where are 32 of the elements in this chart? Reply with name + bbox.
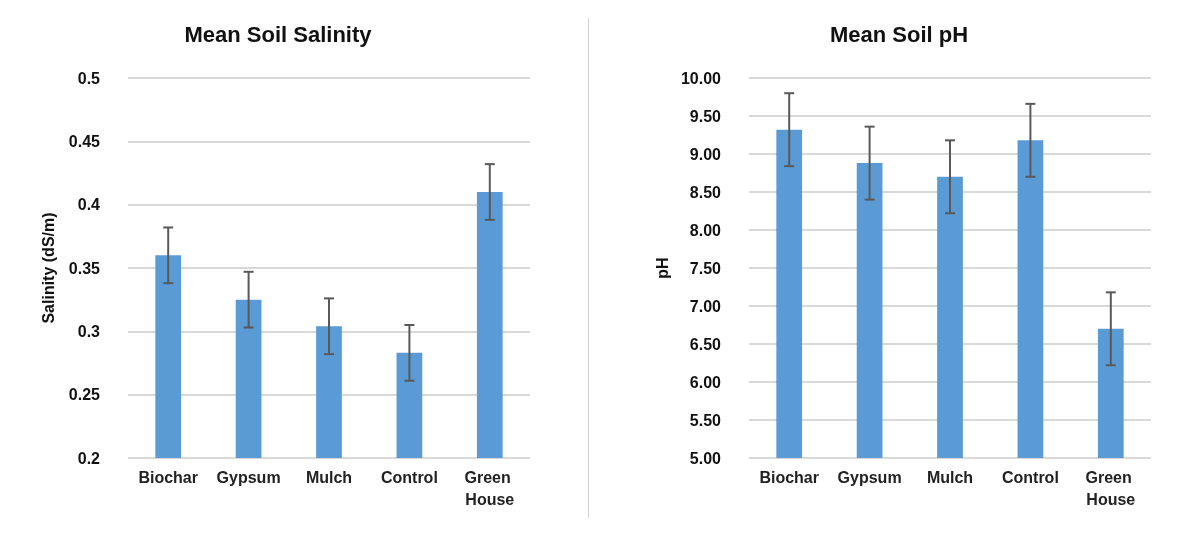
x-tick-label: Control [1001,468,1059,486]
y-axis-title: Salinity (dS/m) [39,212,57,324]
x-tick-label: Control [380,468,438,486]
y-tick-label: 8.00 [689,221,722,239]
y-tick-label: 0.25 [68,386,101,404]
x-tick-label: Green House [1085,468,1137,508]
y-tick-label: 6.50 [689,335,722,353]
y-tick-label: 9.00 [689,145,722,163]
chart-title: Mean Soil pH [829,21,969,47]
y-tick-label: 0.2 [77,449,101,467]
y-tick-label: 0.5 [77,69,101,87]
y-tick-label: 8.50 [689,183,722,201]
y-tick-label: 5.50 [689,411,722,429]
y-tick-label: 7.50 [689,259,722,277]
chart-title: Mean Soil Salinity [184,21,373,47]
y-tick-label: 7.00 [689,297,722,315]
y-tick-label: 0.3 [77,322,101,340]
y-axis-title: pH [653,257,671,279]
y-tick-label: 0.45 [68,132,101,150]
x-tick-label: Mulch [305,468,353,486]
y-tick-label: 0.4 [77,196,101,214]
x-tick-label: Green House [464,468,516,508]
y-tick-label: 5.00 [689,449,722,467]
x-tick-label: Mulch [926,468,974,486]
y-tick-label: 10.00 [680,69,722,87]
y-tick-label: 0.35 [68,259,101,277]
y-tick-label: 6.00 [689,373,722,391]
x-tick-label: Biochar [138,468,198,486]
x-tick-label: Gypsum [216,468,281,486]
x-tick-label: Gypsum [837,468,902,486]
y-tick-label: 9.50 [689,107,722,125]
x-tick-label: Biochar [759,468,819,486]
